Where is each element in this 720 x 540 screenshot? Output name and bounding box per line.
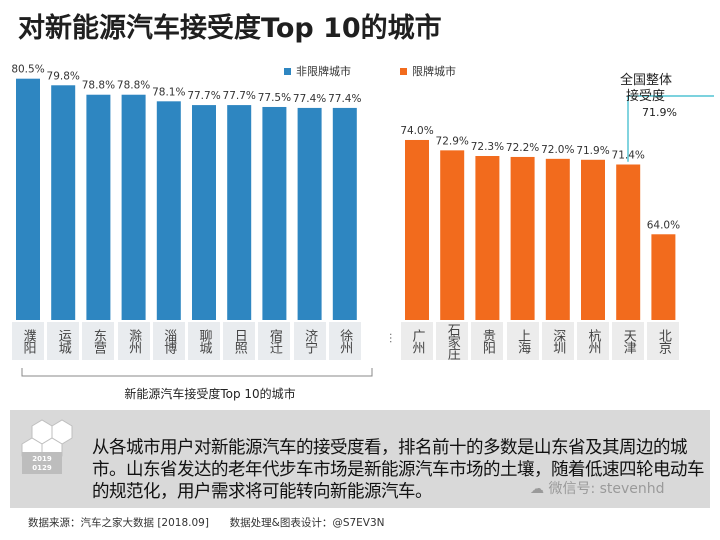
legend-non-restricted: 非限牌城市 — [284, 63, 351, 79]
data-label-贵阳: 72.3% — [471, 141, 504, 153]
annotation-line1: 全国整体 — [620, 73, 673, 88]
category-label-聊城: 聊城 — [188, 322, 220, 360]
data-label-濮阳: 80.5% — [11, 64, 44, 76]
category-label-深圳: 深圳 — [541, 322, 574, 360]
category-label-滁州: 滁州 — [117, 322, 150, 360]
category-label-运城: 运城 — [47, 322, 80, 360]
annotation-value: 71.9% — [642, 106, 677, 119]
bar-广州 — [405, 139, 429, 320]
group-label: 新能源汽车接受度Top 10的城市 — [124, 387, 296, 401]
bar-日照 — [227, 105, 252, 321]
bar-济宁 — [297, 107, 322, 320]
category-label-濮阳: 濮阳 — [12, 322, 44, 360]
wechat-watermark: ☁ 微信号: stevenhd — [530, 478, 665, 498]
category-label-广州: 广州 — [401, 322, 433, 360]
legend-swatch-blue — [284, 67, 291, 75]
national-average-annotation: 全国整体 接受度 71.9% — [620, 73, 677, 121]
category-label-贵阳: 贵阳 — [471, 322, 504, 360]
data-label-宿迁: 77.5% — [258, 92, 291, 104]
category-label-日照: 日照 — [223, 322, 256, 360]
category-label-杭州: 杭州 — [577, 322, 609, 360]
data-label-上海: 72.2% — [506, 142, 539, 154]
bar-滁州 — [121, 94, 146, 320]
bar-石家庄 — [440, 150, 465, 320]
data-label-淄博: 78.1% — [152, 86, 185, 98]
footer-source: 数据来源：汽车之家大数据 [2018.09] — [28, 517, 209, 529]
bar-北京 — [651, 234, 676, 320]
category-label-宿迁: 宿迁 — [258, 322, 291, 360]
legend-label-blue: 非限牌城市 — [296, 65, 351, 78]
data-label-运城: 79.8% — [47, 70, 80, 82]
bar-深圳 — [545, 158, 570, 320]
bar-杭州 — [581, 159, 605, 320]
caption-box — [10, 410, 710, 508]
data-label-杭州: 71.9% — [576, 145, 609, 157]
bar-东营 — [86, 94, 111, 320]
annotation-line2: 接受度 — [626, 89, 666, 104]
data-label-济宁: 77.4% — [293, 93, 326, 105]
watermark-text: 微信号: stevenhd — [548, 481, 665, 497]
category-label-天津: 天津 — [612, 322, 645, 360]
logo-year: 2019 — [32, 455, 52, 463]
category-label-济宁: 济宁 — [293, 322, 326, 360]
wechat-icon: ☁ — [530, 481, 544, 497]
caption-text: 从各城市用户对新能源汽车的接受度看，排名前十的多数是山东省及其周边的城市。山东省… — [92, 438, 705, 502]
category-label-东营: 东营 — [82, 322, 115, 360]
bar-运城 — [51, 85, 76, 320]
category-label-北京: 北京 — [647, 322, 680, 360]
category-label-淄博: 淄博 — [152, 322, 185, 360]
bar-chart: 80.5%79.8%78.8% 78.8%78.1% 77.7% 77.7% 77.5%… — [11, 64, 714, 377]
data-label-深圳: 72.0% — [541, 144, 574, 156]
data-label-滁州: 78.8% — [117, 80, 150, 92]
hexagon-logo: 2019 0129 — [21, 419, 73, 474]
bar-上海 — [510, 156, 535, 320]
data-label-广州: 74.0% — [400, 125, 433, 137]
bar-宿迁 — [262, 106, 287, 320]
logo-date: 0129 — [32, 464, 52, 472]
footer: 数据来源：汽车之家大数据 [2018.09] 数据处理&图表设计：@S7EV3N — [28, 515, 385, 530]
bar-天津 — [616, 164, 641, 320]
legend-restricted: 限牌城市 — [400, 63, 456, 79]
data-label-东营: 78.8% — [82, 80, 115, 92]
footer-design: 数据处理&图表设计：@S7EV3N — [229, 517, 385, 529]
category-label-上海: 上海 — [506, 322, 539, 360]
data-label-北京: 64.0% — [647, 219, 680, 231]
page-title: 对新能源汽车接受度Top 10的城市 — [18, 13, 442, 44]
bar-聊城 — [192, 105, 216, 321]
category-label-石家庄: 石家庄 — [436, 322, 469, 360]
data-label-日照: 77.7% — [223, 90, 256, 102]
category-label-徐州: 徐州 — [328, 322, 361, 360]
group-divider-ellipsis: … — [387, 333, 400, 344]
legend-swatch-orange — [400, 67, 407, 75]
bar-淄博 — [156, 101, 181, 320]
data-label-聊城: 77.7% — [187, 90, 220, 102]
data-label-徐州: 77.4% — [328, 93, 361, 105]
bar-贵阳 — [475, 156, 500, 320]
group-bracket — [21, 368, 373, 377]
legend-label-orange: 限牌城市 — [412, 65, 456, 78]
data-label-石家庄: 72.9% — [436, 135, 469, 147]
bar-濮阳 — [16, 78, 40, 320]
bar-徐州 — [332, 107, 357, 320]
